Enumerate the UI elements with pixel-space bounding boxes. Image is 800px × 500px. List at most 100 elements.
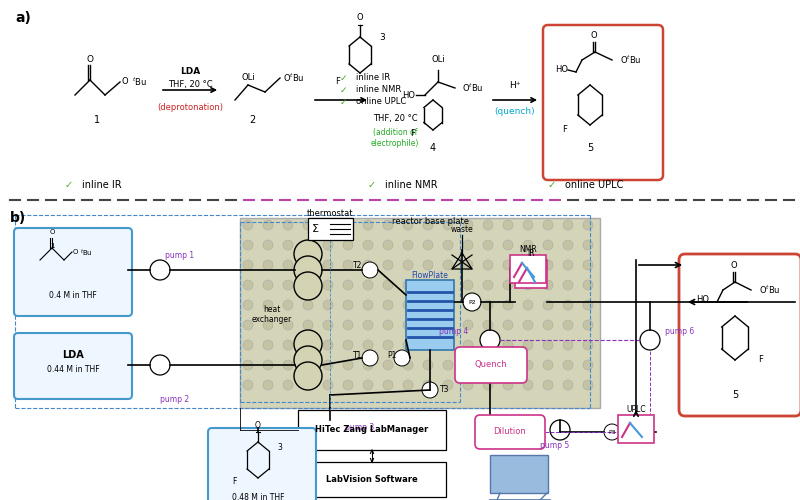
Circle shape [263, 220, 273, 230]
Text: 0.4 M in THF: 0.4 M in THF [49, 290, 97, 300]
Circle shape [463, 260, 473, 270]
Circle shape [323, 340, 333, 350]
Text: THF, 20 °C: THF, 20 °C [373, 114, 418, 122]
Circle shape [383, 360, 393, 370]
Circle shape [543, 260, 553, 270]
Circle shape [563, 220, 573, 230]
Text: T3: T3 [440, 386, 450, 394]
Text: Dilution: Dilution [494, 428, 526, 436]
Circle shape [343, 260, 353, 270]
Circle shape [283, 260, 293, 270]
Text: reactor base plate: reactor base plate [391, 218, 469, 226]
Text: O: O [86, 56, 94, 64]
Circle shape [543, 340, 553, 350]
Circle shape [343, 340, 353, 350]
Circle shape [243, 260, 253, 270]
Circle shape [403, 360, 413, 370]
Circle shape [423, 340, 433, 350]
Text: O: O [730, 262, 738, 270]
Circle shape [363, 380, 373, 390]
Circle shape [294, 272, 322, 300]
Circle shape [303, 240, 313, 250]
Circle shape [463, 320, 473, 330]
Circle shape [483, 320, 493, 330]
Circle shape [263, 320, 273, 330]
Circle shape [443, 380, 453, 390]
Circle shape [294, 256, 322, 284]
Circle shape [583, 380, 593, 390]
Circle shape [463, 360, 473, 370]
Text: O$^t$Bu: O$^t$Bu [462, 82, 483, 94]
Text: F: F [410, 128, 415, 138]
Text: HiTec Zang LabManager: HiTec Zang LabManager [315, 426, 429, 434]
Circle shape [563, 240, 573, 250]
Circle shape [403, 380, 413, 390]
Text: exchanger: exchanger [252, 316, 292, 324]
Text: UPLC: UPLC [626, 404, 646, 413]
Circle shape [323, 280, 333, 290]
Circle shape [543, 300, 553, 310]
Text: F: F [758, 356, 763, 364]
Circle shape [523, 260, 533, 270]
Circle shape [423, 300, 433, 310]
Circle shape [303, 300, 313, 310]
Circle shape [563, 320, 573, 330]
Bar [510, 255, 546, 283]
Circle shape [294, 346, 322, 374]
Circle shape [503, 300, 513, 310]
FancyBboxPatch shape [475, 415, 545, 449]
Circle shape [243, 340, 253, 350]
Circle shape [283, 340, 293, 350]
Circle shape [294, 240, 322, 268]
Circle shape [443, 280, 453, 290]
Circle shape [503, 240, 513, 250]
Bar [490, 455, 548, 493]
Text: ✓: ✓ [368, 180, 376, 190]
Circle shape [523, 300, 533, 310]
Circle shape [423, 360, 433, 370]
Circle shape [503, 220, 513, 230]
Circle shape [263, 380, 273, 390]
Text: 4: 4 [430, 143, 436, 153]
Circle shape [303, 340, 313, 350]
Circle shape [523, 340, 533, 350]
Circle shape [243, 280, 253, 290]
Text: HO: HO [696, 296, 709, 304]
Circle shape [283, 380, 293, 390]
Circle shape [343, 240, 353, 250]
Circle shape [583, 300, 593, 310]
Circle shape [363, 300, 373, 310]
Circle shape [303, 380, 313, 390]
Text: 5: 5 [732, 390, 738, 400]
Circle shape [483, 240, 493, 250]
Text: 0.48 M in THF: 0.48 M in THF [232, 492, 284, 500]
Circle shape [523, 240, 533, 250]
Circle shape [323, 380, 333, 390]
Text: ✓: ✓ [548, 180, 556, 190]
Circle shape [323, 240, 333, 250]
Circle shape [503, 380, 513, 390]
Text: 0.44 M in THF: 0.44 M in THF [46, 366, 99, 374]
Circle shape [363, 260, 373, 270]
Circle shape [483, 300, 493, 310]
Text: O: O [50, 229, 54, 235]
Circle shape [503, 340, 513, 350]
Circle shape [443, 240, 453, 250]
Circle shape [320, 418, 340, 438]
Circle shape [343, 320, 353, 330]
Text: pump 3: pump 3 [345, 424, 374, 432]
Circle shape [383, 280, 393, 290]
Circle shape [640, 330, 660, 350]
Circle shape [243, 300, 253, 310]
Circle shape [463, 300, 473, 310]
Circle shape [294, 330, 322, 358]
Circle shape [243, 320, 253, 330]
Text: inline IR: inline IR [82, 180, 122, 190]
Circle shape [403, 340, 413, 350]
Text: inline IR: inline IR [356, 74, 390, 82]
Text: O: O [73, 249, 78, 255]
Circle shape [423, 380, 433, 390]
Text: $^t$Bu: $^t$Bu [132, 76, 147, 88]
Text: a): a) [15, 11, 31, 25]
Circle shape [443, 220, 453, 230]
